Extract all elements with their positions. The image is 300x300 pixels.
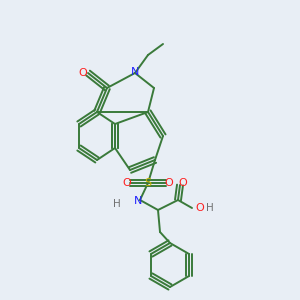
Text: O: O xyxy=(165,178,173,188)
Text: O: O xyxy=(79,68,87,78)
Text: O: O xyxy=(196,203,204,213)
Text: S: S xyxy=(144,178,152,188)
Text: N: N xyxy=(131,67,139,77)
Text: H: H xyxy=(206,203,214,213)
Text: O: O xyxy=(123,178,131,188)
Text: H: H xyxy=(113,199,121,209)
Text: O: O xyxy=(178,178,188,188)
Text: N: N xyxy=(134,196,142,206)
